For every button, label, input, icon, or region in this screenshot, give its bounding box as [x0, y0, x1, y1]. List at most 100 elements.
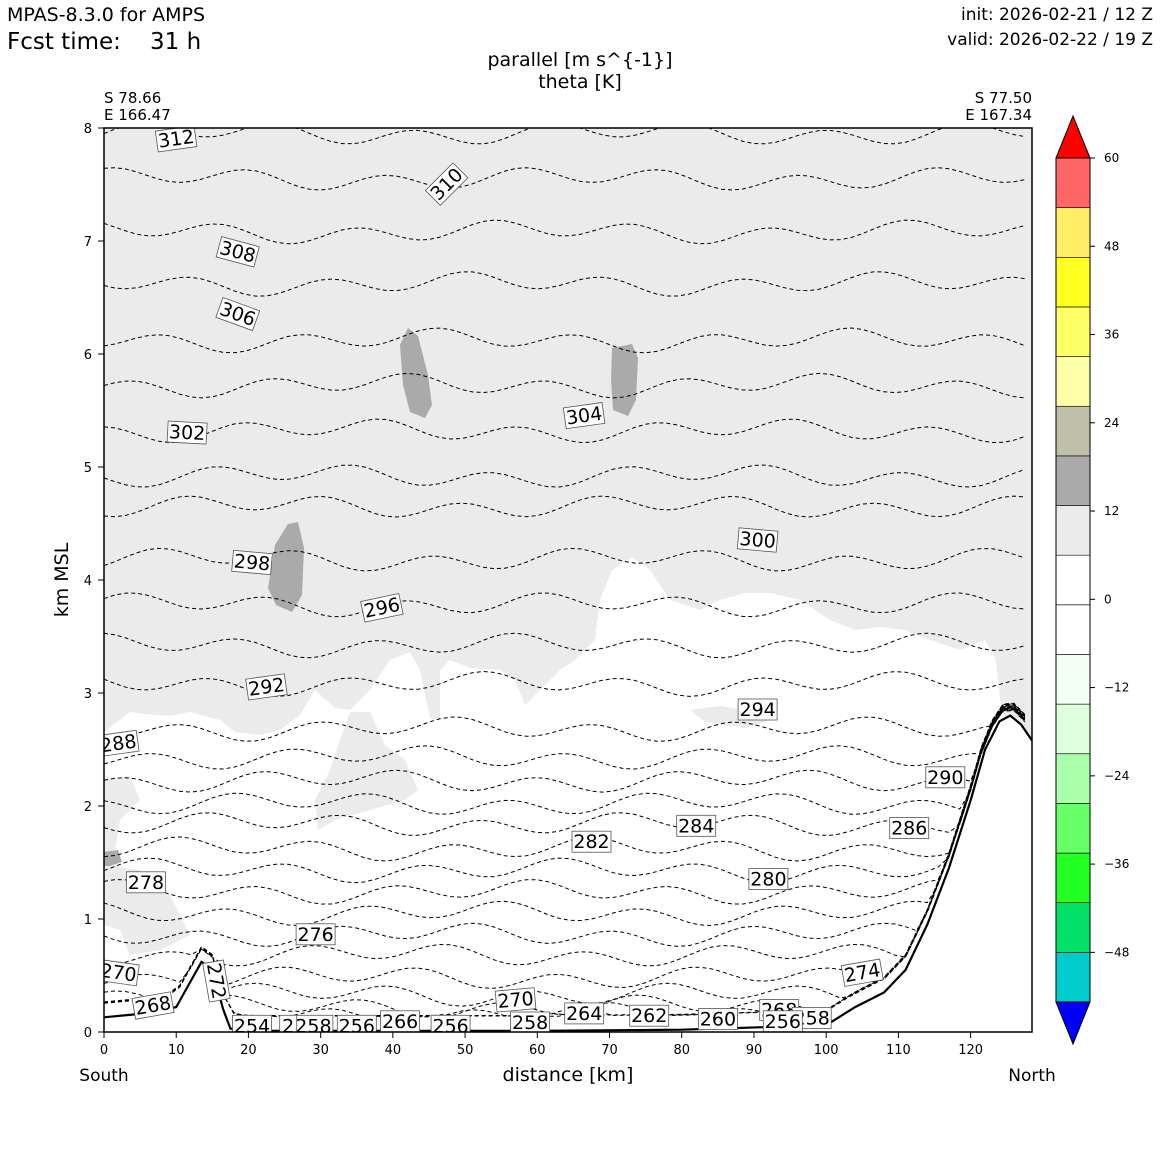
contour-label-box: [510, 1011, 550, 1032]
contour-label-box: [166, 420, 208, 445]
x-tick-label: 100: [814, 1043, 839, 1058]
contour-label-text: 294: [739, 699, 775, 721]
end-label-south: South: [79, 1066, 129, 1086]
theta-contour-label: 292: [245, 673, 288, 701]
theta-contour-label: 286: [889, 817, 930, 840]
y-tick-label: 3: [84, 687, 92, 702]
theta-contour-label: 256: [336, 1014, 377, 1037]
contour-label-text: 2: [282, 1015, 294, 1037]
theta-contour: [104, 709, 1026, 742]
theta-contour-label: 270: [494, 987, 537, 1013]
x-tick-label: 90: [746, 1043, 763, 1058]
model-title: MPAS-8.3.0 for AMPS: [7, 4, 206, 26]
y-tick-label: 5: [84, 461, 92, 476]
contour-label-text: 256: [339, 1015, 375, 1037]
contour-label-text: 258: [295, 1015, 331, 1037]
colorbar-segment: [1055, 455, 1091, 506]
contour-label-text: 262: [631, 1005, 667, 1027]
theta-contour-label: 288: [104, 729, 140, 757]
theta-contour: [104, 703, 1026, 1017]
theta-contour-label: 290: [925, 766, 966, 789]
wind-shading-dark-cell: [611, 344, 638, 416]
colorbar-segment: [1055, 902, 1091, 953]
end-label-north: North: [1008, 1066, 1056, 1086]
contour-label-box: [571, 830, 612, 853]
theta-contour-label: 262: [629, 1004, 670, 1027]
theta-contour: [104, 709, 1026, 770]
contour-label-box: [840, 958, 884, 987]
theta-contour-label: 312: [154, 128, 198, 153]
contour-label-box: [125, 871, 166, 894]
colorbar-extend-max: [1055, 114, 1091, 159]
theta-contour: [104, 632, 1025, 659]
theta-contour: [104, 128, 1025, 145]
colorbar-segment: [1055, 604, 1091, 655]
wind-shading-light-patch: [104, 776, 140, 855]
colorbar-segment: [1055, 505, 1091, 556]
theta-contour: [104, 704, 1026, 989]
contour-label-box: [889, 817, 930, 839]
contour-label-box: [279, 1014, 298, 1032]
wind-shading-dark-cell: [268, 522, 304, 612]
chart-title-line1: parallel [m s^{-1}]: [487, 49, 673, 71]
corner-left-lon: E 166.47: [104, 106, 171, 124]
theta-contour-label: 302: [166, 420, 208, 445]
theta-contour-label: 268: [131, 991, 175, 1020]
y-tick-label: 0: [84, 1026, 92, 1041]
theta-contour-label: 304: [562, 402, 606, 430]
colorbar-tick-label: 60: [1104, 151, 1119, 165]
theta-contour: [104, 704, 1026, 1007]
contour-label-box: [104, 959, 140, 987]
contour-label-box: [737, 698, 778, 721]
theta-contour: [104, 705, 1026, 967]
theta-contour-label: 2: [279, 1014, 298, 1037]
contour-label-box: [215, 236, 260, 268]
theta-contour-label: 282: [571, 830, 612, 853]
theta-contour: [104, 464, 1025, 488]
colorbar-segment: [1055, 703, 1091, 755]
theta-contour-label: 260: [698, 1008, 738, 1031]
colorbar-segment: [1055, 306, 1091, 357]
forecast-time-label: Fcst time:: [7, 29, 121, 55]
contour-label-box: [202, 959, 231, 1003]
contour-label-box: [430, 1014, 471, 1032]
wind-shading-dark-cell: [400, 328, 432, 418]
theta-contour: [104, 372, 1025, 399]
theta-contour: [104, 167, 1025, 191]
wind-shading-light-patch: [104, 865, 190, 955]
x-tick-label: 60: [529, 1043, 546, 1058]
corner-left-lat: S 78.66: [104, 89, 162, 107]
colorbar-tick-label: −24: [1104, 769, 1129, 783]
colorbar-tick-label: −12: [1104, 681, 1129, 695]
init-time: init: 2026-02-21 / 12 Z: [960, 5, 1153, 25]
contour-label-text: 302: [168, 421, 205, 445]
x-tick-label: 40: [385, 1043, 402, 1058]
contour-label-box: [336, 1014, 377, 1032]
contour-label-text: 256: [432, 1015, 468, 1037]
colorbar-tick-label: 24: [1104, 416, 1119, 430]
x-tick-label: 10: [168, 1043, 185, 1058]
colorbar-tick-label: −48: [1104, 945, 1129, 959]
theta-contour-label: 266: [380, 1010, 421, 1032]
corner-right-lat: S 77.50: [974, 89, 1032, 107]
theta-contour-label: 298: [231, 549, 273, 576]
colorbar-tick-label: 0: [1104, 592, 1112, 606]
x-tick-label: 110: [886, 1043, 911, 1058]
contour-label-box: [295, 923, 336, 946]
theta-contour: [104, 592, 1025, 618]
contour-label-text: 300: [739, 528, 777, 553]
theta-contour-label: 280: [748, 868, 789, 891]
theta-contour: [104, 703, 1026, 1017]
contour-label-box: [424, 162, 469, 206]
contour-label-text: 270: [497, 988, 535, 1013]
colorbar-segment: [1055, 654, 1091, 705]
x-tick-label: 70: [601, 1043, 618, 1058]
colorbar-extend-min: [1055, 1001, 1091, 1046]
theta-contour: [104, 707, 1026, 884]
theta-contour: [104, 705, 1026, 947]
theta-contour: [104, 495, 1025, 518]
theta-contour: [104, 708, 1026, 815]
wind-shading-light-region: [104, 128, 1032, 742]
contour-label-box: [562, 402, 606, 430]
